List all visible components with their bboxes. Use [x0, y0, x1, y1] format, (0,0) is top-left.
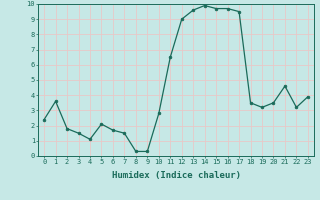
- X-axis label: Humidex (Indice chaleur): Humidex (Indice chaleur): [111, 171, 241, 180]
